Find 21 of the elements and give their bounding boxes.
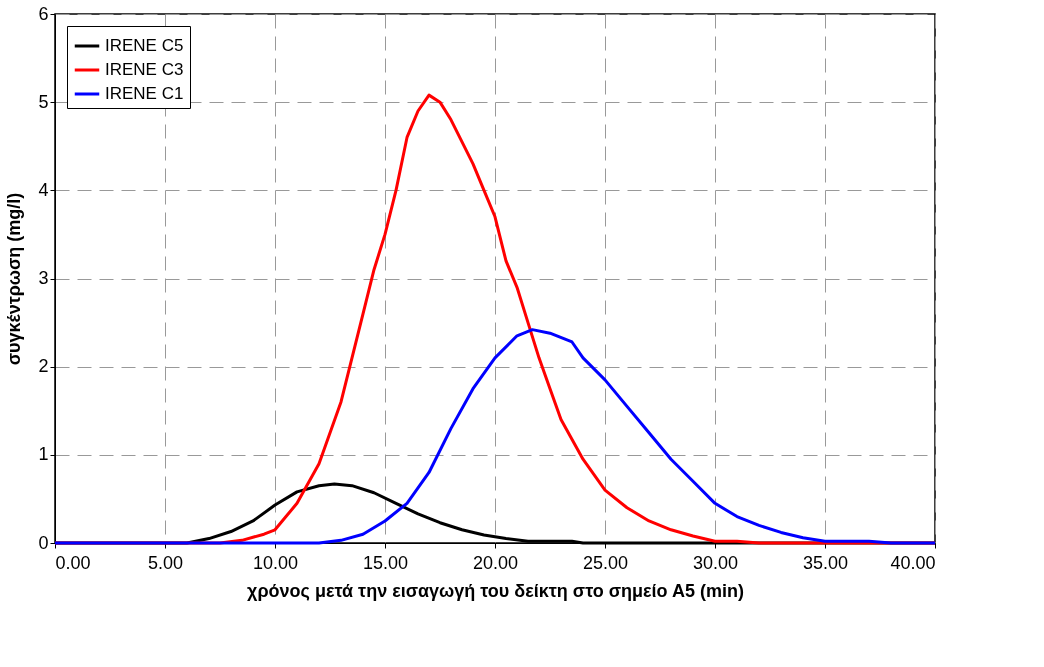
- x-tick-label: 10.00: [252, 552, 299, 573]
- y-tick-label: 6: [38, 3, 49, 24]
- x-tick-label: 5.00: [147, 552, 184, 573]
- legend-label: IRENE C3: [105, 60, 184, 79]
- y-tick-label: 2: [38, 356, 49, 377]
- x-tick-label: 20.00: [472, 552, 519, 573]
- x-tick-label: 35.00: [802, 552, 849, 573]
- legend-label: IRENE C5: [105, 36, 184, 55]
- y-tick-label: 0: [38, 532, 49, 553]
- x-tick-label: 25.00: [582, 552, 629, 573]
- legend-label: IRENE C1: [105, 84, 184, 103]
- y-tick-label: 5: [38, 91, 49, 112]
- x-tick-label: 40.00: [890, 552, 936, 573]
- x-axis-title: χρόνος μετά την εισαγωγή του δείκτη στο σημείο Α5 (min): [247, 580, 744, 601]
- y-tick-label: 4: [38, 179, 49, 200]
- x-tick-label: 15.00: [362, 552, 409, 573]
- y-tick-label: 3: [38, 268, 49, 288]
- y-axis-title: συγκέντρωση (mg/l): [4, 192, 25, 366]
- y-tick-label: 1: [38, 444, 49, 465]
- x-tick-label: 0.00: [55, 552, 91, 573]
- x-tick-label: 30.00: [692, 552, 739, 573]
